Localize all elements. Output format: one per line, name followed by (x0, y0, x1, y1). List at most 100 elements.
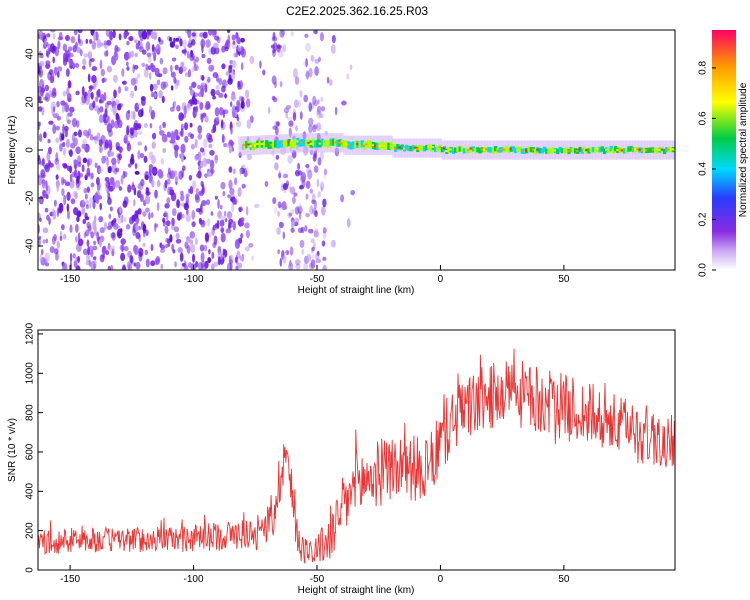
noise-blob (113, 222, 119, 230)
noise-blob (320, 186, 323, 193)
noise-blob (91, 40, 97, 50)
noise-blob (110, 232, 116, 239)
noise-blob (305, 180, 311, 189)
noise-blob (179, 252, 184, 262)
noise-blob (87, 73, 91, 83)
noise-blob (186, 51, 190, 59)
band-segment (305, 139, 309, 147)
noise-blob (53, 113, 58, 119)
noise-blob (235, 120, 242, 128)
noise-blob (322, 264, 327, 270)
noise-blob (189, 186, 194, 195)
band-core (318, 142, 321, 145)
noise-blob (75, 146, 81, 155)
noise-blob (232, 40, 236, 45)
noise-blob (233, 52, 238, 58)
noise-blob (55, 163, 61, 171)
noise-blob (45, 238, 49, 244)
noise-blob (225, 80, 229, 87)
noise-blob (163, 182, 167, 191)
noise-blob (169, 41, 176, 48)
band-segment (494, 146, 498, 152)
noise-blob (202, 31, 208, 39)
noise-blob (310, 54, 315, 62)
noise-blob (184, 135, 189, 143)
noise-blob (131, 181, 135, 188)
noise-blob (137, 141, 143, 146)
noise-blob (70, 198, 76, 205)
band-core (338, 141, 341, 144)
noise-blob (97, 195, 103, 200)
noise-blob (175, 232, 180, 240)
noise-blob (245, 229, 250, 239)
noise-blob (201, 75, 205, 81)
noise-blob (334, 106, 338, 116)
noise-blob (151, 169, 157, 174)
band-core (496, 149, 499, 152)
noise-blob (299, 90, 303, 98)
noise-blob (272, 48, 276, 54)
noise-blob (151, 132, 157, 140)
noise-blob (111, 231, 116, 241)
noise-blob (120, 214, 124, 224)
noise-blob (246, 119, 252, 129)
noise-blob (84, 212, 88, 220)
noise-blob (101, 155, 107, 164)
noise-blob (239, 255, 245, 262)
band-core (502, 148, 506, 151)
noise-blob (297, 227, 304, 234)
noise-blob (150, 243, 154, 252)
noise-blob (114, 44, 119, 53)
noise-blob (206, 218, 211, 227)
noise-blob (73, 30, 78, 36)
noise-blob (85, 38, 89, 44)
noise-blob (315, 258, 322, 264)
band-core (618, 148, 621, 151)
noise-blob (153, 93, 157, 98)
noise-blob (60, 176, 65, 186)
noise-blob (98, 139, 103, 147)
noise-blob (41, 157, 45, 167)
noise-blob (213, 117, 220, 126)
noise-blob (85, 199, 90, 207)
band-segment (405, 144, 409, 151)
spectrogram-ytick-label: -40 (25, 238, 36, 253)
noise-blob (64, 181, 71, 187)
noise-blob (191, 81, 197, 88)
band-core (256, 142, 259, 145)
noise-blob (241, 183, 246, 189)
noise-blob (206, 57, 212, 64)
noise-blob (154, 189, 158, 199)
noise-blob (244, 246, 250, 252)
noise-blob (236, 101, 241, 112)
noise-blob (279, 30, 285, 38)
band-segment (647, 147, 651, 153)
snr-ylabel: SNR (10 * v/v) (7, 418, 18, 482)
noise-blob (112, 74, 118, 83)
noise-blob (134, 102, 140, 113)
band-segment (385, 142, 389, 150)
noise-blob (316, 132, 321, 142)
noise-blob (188, 37, 192, 43)
snr-xtick-label: -50 (310, 574, 325, 585)
noise-blob (148, 71, 152, 81)
band-segment (294, 138, 298, 146)
noise-blob (181, 113, 187, 119)
noise-blob (155, 255, 161, 265)
noise-blob (59, 235, 63, 242)
noise-blob (85, 172, 91, 177)
noise-blob (169, 170, 176, 180)
noise-blob (308, 125, 313, 134)
snr-frame (37, 329, 676, 571)
band-core (469, 147, 472, 150)
noise-blob (104, 176, 110, 183)
band-segment (358, 140, 362, 148)
band-core (345, 142, 348, 145)
noise-blob (106, 65, 112, 73)
noise-blob (233, 198, 238, 205)
noise-blob (277, 249, 281, 255)
noise-blob (306, 253, 312, 262)
noise-blob (117, 86, 122, 94)
noise-blob (321, 240, 326, 247)
band-core (658, 148, 661, 151)
